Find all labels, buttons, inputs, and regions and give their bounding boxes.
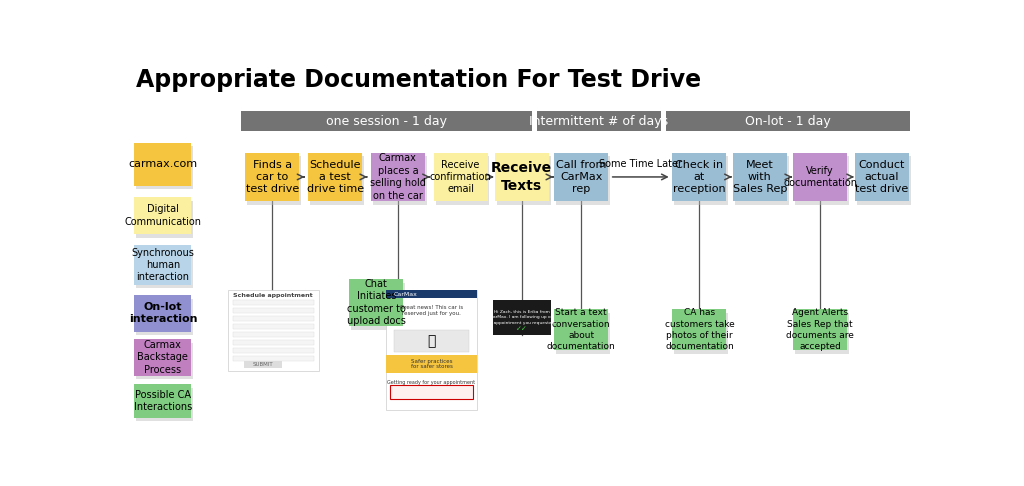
- FancyBboxPatch shape: [386, 355, 477, 373]
- Text: ✓✓: ✓✓: [516, 326, 528, 331]
- Text: Digital
Communication: Digital Communication: [125, 204, 202, 226]
- FancyBboxPatch shape: [435, 156, 489, 205]
- FancyBboxPatch shape: [795, 156, 849, 205]
- FancyBboxPatch shape: [134, 384, 191, 417]
- FancyBboxPatch shape: [136, 146, 194, 189]
- FancyBboxPatch shape: [232, 356, 314, 362]
- Text: Schedule appointment: Schedule appointment: [232, 294, 312, 298]
- FancyBboxPatch shape: [134, 339, 191, 376]
- Text: On-lot - 1 day: On-lot - 1 day: [745, 115, 831, 127]
- FancyBboxPatch shape: [232, 324, 314, 330]
- FancyBboxPatch shape: [246, 153, 299, 201]
- FancyBboxPatch shape: [232, 348, 314, 353]
- FancyBboxPatch shape: [232, 332, 314, 337]
- FancyBboxPatch shape: [386, 290, 477, 298]
- FancyBboxPatch shape: [795, 313, 849, 354]
- FancyBboxPatch shape: [134, 197, 191, 234]
- FancyBboxPatch shape: [666, 111, 910, 131]
- Text: Intermittent # of days: Intermittent # of days: [529, 115, 669, 127]
- FancyBboxPatch shape: [373, 156, 427, 205]
- Text: CA has
customers take
photos of their
documentation: CA has customers take photos of their do…: [665, 309, 734, 351]
- FancyBboxPatch shape: [349, 279, 403, 326]
- FancyBboxPatch shape: [386, 290, 477, 410]
- FancyBboxPatch shape: [351, 283, 406, 330]
- Text: Check in
at
reception: Check in at reception: [673, 159, 726, 194]
- Text: Great news! This car is
reserved just for you.: Great news! This car is reserved just fo…: [400, 305, 463, 316]
- Text: Getting ready for your appointment: Getting ready for your appointment: [387, 380, 475, 385]
- FancyBboxPatch shape: [675, 156, 728, 205]
- FancyBboxPatch shape: [675, 313, 728, 354]
- FancyBboxPatch shape: [248, 156, 301, 205]
- Text: Hi Zach, this is Erika from
CarMax. I am following up on
the appointment you req: Hi Zach, this is Erika from CarMax. I am…: [485, 310, 559, 325]
- FancyBboxPatch shape: [136, 343, 194, 380]
- FancyBboxPatch shape: [134, 142, 191, 186]
- FancyBboxPatch shape: [232, 316, 314, 321]
- FancyBboxPatch shape: [554, 309, 608, 350]
- FancyBboxPatch shape: [228, 290, 319, 371]
- FancyBboxPatch shape: [390, 384, 473, 399]
- FancyBboxPatch shape: [673, 153, 726, 201]
- Text: Meet
with
Sales Rep: Meet with Sales Rep: [732, 159, 786, 194]
- FancyBboxPatch shape: [793, 153, 847, 201]
- Text: Call from
CarMax
rep: Call from CarMax rep: [556, 159, 606, 194]
- FancyBboxPatch shape: [310, 156, 365, 205]
- FancyBboxPatch shape: [556, 156, 610, 205]
- FancyBboxPatch shape: [554, 153, 608, 201]
- FancyBboxPatch shape: [494, 300, 551, 335]
- FancyBboxPatch shape: [134, 295, 191, 331]
- Text: 🚗: 🚗: [427, 334, 436, 348]
- Text: Receive
Texts: Receive Texts: [492, 161, 552, 192]
- FancyBboxPatch shape: [136, 298, 194, 335]
- FancyBboxPatch shape: [394, 330, 469, 352]
- FancyBboxPatch shape: [371, 153, 425, 201]
- Text: Finds a
car to
test drive: Finds a car to test drive: [246, 159, 299, 194]
- FancyBboxPatch shape: [733, 153, 786, 201]
- FancyBboxPatch shape: [433, 153, 487, 201]
- Text: Possible CA
Interactions: Possible CA Interactions: [134, 390, 193, 412]
- Text: carmax.com: carmax.com: [128, 159, 198, 169]
- Text: Receive
confirmation
email: Receive confirmation email: [430, 159, 492, 194]
- Text: On-lot
interaction: On-lot interaction: [129, 302, 198, 324]
- Text: CarMax: CarMax: [394, 292, 418, 296]
- FancyBboxPatch shape: [855, 153, 909, 201]
- Text: Appropriate Documentation For Test Drive: Appropriate Documentation For Test Drive: [136, 68, 701, 92]
- FancyBboxPatch shape: [232, 308, 314, 313]
- Text: Agent Alerts
Sales Rep that
documents are
accepted: Agent Alerts Sales Rep that documents ar…: [786, 309, 854, 351]
- FancyBboxPatch shape: [495, 153, 549, 201]
- FancyBboxPatch shape: [556, 313, 610, 354]
- FancyBboxPatch shape: [857, 156, 911, 205]
- FancyBboxPatch shape: [538, 111, 660, 131]
- FancyBboxPatch shape: [136, 201, 194, 238]
- Text: Some Time Later: Some Time Later: [599, 159, 682, 169]
- Text: Safer practices
for safer stores: Safer practices for safer stores: [411, 359, 453, 369]
- Text: Conduct
actual
test drive: Conduct actual test drive: [855, 159, 908, 194]
- FancyBboxPatch shape: [793, 309, 847, 350]
- FancyBboxPatch shape: [232, 300, 314, 305]
- Text: one session - 1 day: one session - 1 day: [326, 115, 446, 127]
- FancyBboxPatch shape: [244, 361, 282, 368]
- Text: Synchronous
human
interaction: Synchronous human interaction: [131, 248, 195, 282]
- Text: SUBMIT: SUBMIT: [253, 362, 273, 367]
- FancyBboxPatch shape: [241, 111, 531, 131]
- FancyBboxPatch shape: [232, 340, 314, 346]
- Text: Verify
documentation: Verify documentation: [783, 166, 857, 188]
- Text: Start a text
conversation
about
documentation: Start a text conversation about document…: [547, 309, 615, 351]
- FancyBboxPatch shape: [136, 249, 194, 289]
- FancyBboxPatch shape: [673, 309, 726, 350]
- FancyBboxPatch shape: [134, 245, 191, 285]
- FancyBboxPatch shape: [308, 153, 362, 201]
- Text: Carmax
places a
selling hold
on the car: Carmax places a selling hold on the car: [370, 154, 426, 201]
- Text: Schedule
a test
drive time: Schedule a test drive time: [306, 159, 364, 194]
- FancyBboxPatch shape: [497, 156, 551, 205]
- Text: Chat
Initiates
customer to
upload docs: Chat Initiates customer to upload docs: [347, 279, 406, 326]
- Text: Carmax
Backstage
Process: Carmax Backstage Process: [137, 340, 188, 375]
- FancyBboxPatch shape: [734, 156, 788, 205]
- FancyBboxPatch shape: [136, 388, 194, 421]
